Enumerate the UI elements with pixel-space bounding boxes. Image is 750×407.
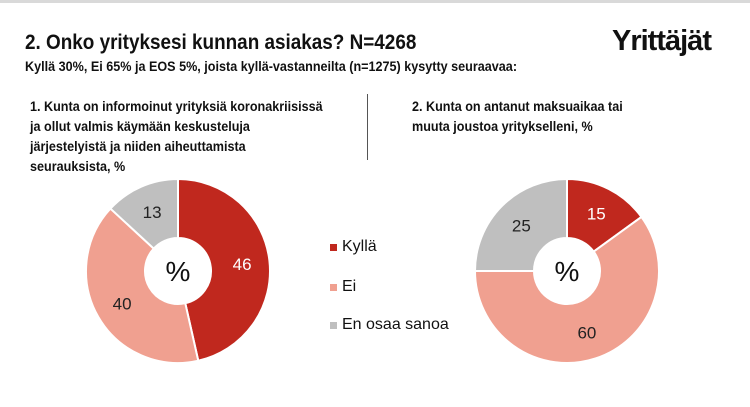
donut-slice-1-1 — [85, 207, 200, 364]
data-label: 13 — [143, 203, 162, 222]
page-subtitle: Kyllä 30%, Ei 65% ja EOS 5%, joista kyll… — [25, 58, 518, 74]
data-label: 25 — [512, 216, 531, 235]
legend-item-kylla: Kyllä — [330, 238, 377, 256]
donut-slice-1-0 — [177, 177, 271, 362]
page-title: 2. Onko yrityksesi kunnan asiakas? N=426… — [25, 31, 417, 54]
divider — [367, 94, 368, 160]
legend-label: Ei — [342, 278, 357, 295]
donut-charts: 46 40 13% 15 60 25% — [85, 177, 660, 364]
legend-item-ei: Ei — [330, 278, 356, 296]
legend-item-eos: En osaa sanoa — [330, 316, 449, 334]
data-label: 60 — [577, 323, 596, 342]
legend-label: Kyllä — [342, 238, 377, 255]
data-label: 40 — [113, 294, 132, 313]
chart-1-title: 1. Kunta on informoinut yrityksiä korona… — [30, 98, 323, 174]
donut-slice-2-1 — [473, 215, 660, 364]
legend-swatch — [330, 243, 337, 251]
center-label: % — [166, 256, 191, 287]
yrittajat-logo: Yrittäjät — [612, 25, 712, 57]
chart-2-title: 2. Kunta on antanut maksuaikaa tai muuta… — [412, 98, 623, 134]
donut-slice-2-2 — [473, 177, 568, 272]
legend-label: En osaa sanoa — [342, 316, 449, 333]
legend-swatch — [330, 321, 337, 329]
center-label: % — [555, 256, 580, 287]
data-label: 15 — [587, 205, 606, 224]
donut-slice-1-2 — [109, 177, 179, 251]
legend-swatch — [330, 283, 337, 291]
data-label: 46 — [233, 255, 252, 274]
